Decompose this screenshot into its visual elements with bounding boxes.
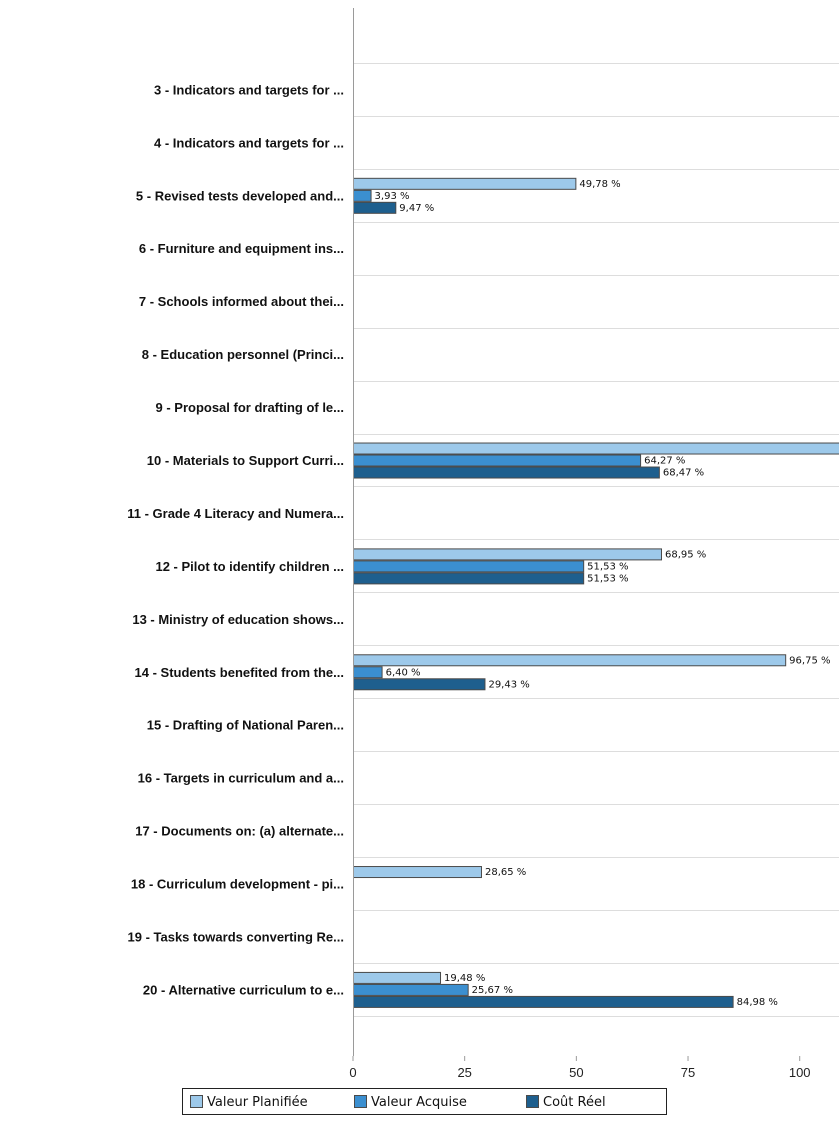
bar xyxy=(353,454,642,467)
category-label: 4 - Indicators and targets for ... xyxy=(154,135,344,150)
bar xyxy=(353,189,372,202)
data-label: 29,43 % xyxy=(488,679,529,690)
legend-entry: Coût Réel xyxy=(543,1095,606,1110)
category-label: 18 - Curriculum development - pi... xyxy=(131,877,344,892)
x-tick-label: 25 xyxy=(457,1065,471,1080)
data-label: 68,95 % xyxy=(665,549,706,560)
legend: Valeur Planifiée Valeur Acquise Coût Réel xyxy=(182,1088,667,1115)
bar xyxy=(353,466,660,479)
data-label: 25,67 % xyxy=(472,985,513,996)
legend-swatch xyxy=(526,1095,539,1108)
category-label: 9 - Proposal for drafting of le... xyxy=(155,400,344,415)
bar xyxy=(353,201,397,214)
category-label: 8 - Education personnel (Princi... xyxy=(142,347,344,362)
category-label: 13 - Ministry of education shows... xyxy=(132,612,344,627)
category-label: 16 - Targets in curriculum and a... xyxy=(138,771,344,786)
category-label: 11 - Grade 4 Literacy and Numera... xyxy=(127,506,344,521)
data-label: 28,65 % xyxy=(485,867,526,878)
category-label: 17 - Documents on: (a) alternate... xyxy=(135,824,344,839)
bar xyxy=(353,866,482,879)
category-label: 5 - Revised tests developed and... xyxy=(136,188,344,203)
data-label: 9,47 % xyxy=(399,203,434,214)
legend-entry: Valeur Acquise xyxy=(371,1095,467,1110)
category-label: 19 - Tasks towards converting Re... xyxy=(128,929,345,944)
category-label: 12 - Pilot to identify children ... xyxy=(155,559,344,574)
category-label: 3 - Indicators and targets for ... xyxy=(154,82,344,97)
category-label: 7 - Schools informed about thei... xyxy=(139,294,344,309)
legend-swatch xyxy=(190,1095,203,1108)
bar xyxy=(353,971,442,984)
bar xyxy=(353,983,469,996)
x-tick-label: 0 xyxy=(349,1065,356,1080)
data-label: 64,27 % xyxy=(644,456,685,467)
bar xyxy=(353,572,585,585)
category-separators xyxy=(353,63,839,1017)
bar xyxy=(353,666,383,679)
bar xyxy=(353,177,577,190)
category-label: 10 - Materials to Support Curri... xyxy=(147,453,344,468)
data-label: 96,75 % xyxy=(789,655,830,666)
legend-box xyxy=(182,1088,667,1115)
bar xyxy=(353,560,585,573)
category-label: 6 - Furniture and equipment ins... xyxy=(139,241,344,256)
category-label: 14 - Students benefited from the... xyxy=(135,665,344,680)
bar xyxy=(353,442,839,455)
data-label: 68,47 % xyxy=(663,468,704,479)
x-axis-ticks: 0 25 50 75 100 xyxy=(349,1056,811,1080)
data-labels: 49,78 % 3,93 %9,47 % 64,27 %68,47 % 68,95 %… xyxy=(375,179,831,1008)
category-labels: 3 - Indicators and targets for ... 4 - In… xyxy=(127,82,344,997)
bar xyxy=(353,678,486,691)
x-tick-label: 50 xyxy=(569,1065,583,1080)
legend-swatch xyxy=(354,1095,367,1108)
data-label: 49,78 % xyxy=(579,179,620,190)
category-label: 20 - Alternative curriculum to e... xyxy=(143,982,344,997)
data-label: 19,48 % xyxy=(444,973,485,984)
data-label: 84,98 % xyxy=(737,997,778,1008)
data-label: 6,40 % xyxy=(386,667,421,678)
x-tick-label: 100 xyxy=(789,1065,811,1080)
category-label: 15 - Drafting of National Paren... xyxy=(147,718,344,733)
x-tick-label: 75 xyxy=(681,1065,695,1080)
data-label: 51,53 % xyxy=(587,561,628,572)
bar xyxy=(353,995,734,1008)
bar xyxy=(353,548,662,561)
legend-entry: Valeur Planifiée xyxy=(207,1095,308,1110)
bar xyxy=(353,654,787,667)
data-label: 3,93 % xyxy=(375,191,410,202)
data-label: 51,53 % xyxy=(587,573,628,584)
